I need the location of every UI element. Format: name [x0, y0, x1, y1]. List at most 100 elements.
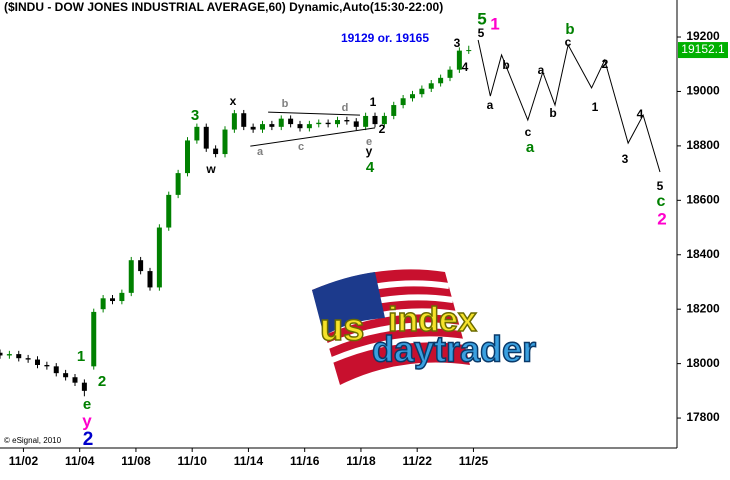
wave-label: 2: [379, 122, 386, 136]
wave-label: y: [366, 144, 373, 158]
flag-canton: [312, 272, 385, 336]
y-tick-label: 18200: [686, 301, 720, 315]
x-tick-label: 11/14: [234, 454, 264, 468]
wave-label: 4: [637, 107, 644, 121]
wave-label: w: [205, 162, 216, 176]
wave-label: a: [257, 146, 264, 158]
x-tick-label: 11/04: [65, 454, 95, 468]
candle-body: [213, 148, 219, 155]
candle-body: [316, 122, 322, 125]
candle-body: [0, 352, 3, 356]
y-tick-label: 19200: [686, 29, 720, 43]
candle-body: [147, 271, 153, 288]
candle-body: [16, 354, 22, 359]
candle-body: [241, 113, 247, 127]
wave-label: 3: [191, 107, 199, 124]
candle-body: [363, 115, 369, 127]
wave-label: 1: [77, 348, 85, 365]
candle-body: [456, 50, 462, 70]
flag: [312, 269, 470, 385]
wave-label: 2: [98, 373, 106, 390]
candle-body: [44, 364, 50, 367]
candle-body: [344, 120, 350, 122]
candle-body: [222, 129, 228, 155]
x-tick-label: 11/10: [178, 454, 208, 468]
logo-index: index: [388, 301, 477, 339]
candle-body: [260, 124, 265, 130]
candle-body: [203, 126, 209, 149]
x-tick-label: 11/02: [9, 454, 39, 468]
candle-body: [391, 105, 397, 116]
candle-body: [119, 292, 125, 302]
wave-label: c: [565, 35, 572, 49]
wave-label: a: [526, 139, 535, 156]
wave-label: a: [538, 63, 545, 77]
wave-label: b: [565, 21, 574, 38]
credit: © eSignal, 2010: [4, 436, 62, 445]
candle-body: [447, 69, 453, 78]
wave-label: x: [230, 94, 237, 108]
wave-label: 1: [370, 95, 377, 109]
candle-body: [410, 94, 415, 99]
wave-label: 5: [478, 26, 485, 40]
wave-label: e: [83, 396, 91, 413]
chart-title: ($INDU - DOW JONES INDUSTRIAL AVERAGE,60…: [4, 0, 443, 14]
wave-label: 5: [477, 9, 486, 28]
y-tick-label: 17800: [686, 410, 720, 424]
candle-body: [297, 124, 303, 129]
wave-label: 1: [490, 14, 499, 33]
candle-body: [25, 358, 31, 360]
wave-label: y: [82, 411, 92, 430]
candle-body: [156, 227, 162, 288]
wave-label: b: [502, 58, 509, 72]
candle-body: [138, 260, 144, 272]
target-note: 19129 or. 19165: [341, 31, 429, 45]
candle-body: [466, 50, 472, 52]
candle-body: [250, 126, 256, 130]
wave-label: 3: [622, 152, 629, 166]
candle-body: [91, 311, 97, 367]
trendline: [250, 127, 376, 147]
candle-body: [63, 373, 69, 378]
candle-body: [381, 115, 387, 125]
wave-label: b: [549, 106, 556, 120]
candle-body: [100, 298, 106, 310]
y-tick-label: 18800: [686, 138, 720, 152]
wave-label: e: [366, 136, 372, 148]
wave-label: 1: [592, 100, 599, 114]
wave-label: 2: [602, 57, 609, 71]
candle-body: [110, 298, 115, 302]
candle-body: [400, 98, 406, 106]
candle-body: [128, 260, 134, 293]
candle-body: [428, 83, 434, 89]
candle-body: [231, 113, 237, 130]
wave-label: 4: [462, 60, 469, 74]
candle-body: [438, 77, 444, 84]
wave-label: 2: [657, 209, 666, 228]
x-tick-label: 11/16: [290, 454, 320, 468]
logo-daytrader: daytrader: [372, 329, 536, 370]
candle-body: [81, 382, 87, 391]
wave-label: 2: [83, 429, 94, 450]
wave-label: c: [657, 193, 666, 210]
wave-label: c: [525, 125, 532, 139]
projection-line: [477, 39, 661, 173]
candle-body: [35, 359, 40, 365]
price-label-box: [678, 42, 728, 59]
x-tick-label: 11/22: [403, 454, 433, 468]
wave-label: b: [282, 98, 289, 110]
candle-body: [269, 124, 275, 127]
price-label: 19152.1: [681, 42, 725, 56]
candle-body: [353, 121, 359, 127]
wave-label: 3: [454, 36, 461, 50]
x-tick-label: 11/18: [346, 454, 376, 468]
candle-body: [372, 115, 378, 125]
logo-us: us: [320, 307, 364, 349]
x-tick-label: 11/08: [121, 454, 151, 468]
x-tick-label: 11/25: [459, 454, 489, 468]
candle-body: [288, 118, 294, 125]
wave-label: d: [342, 102, 349, 114]
wave-label: a: [487, 98, 494, 112]
